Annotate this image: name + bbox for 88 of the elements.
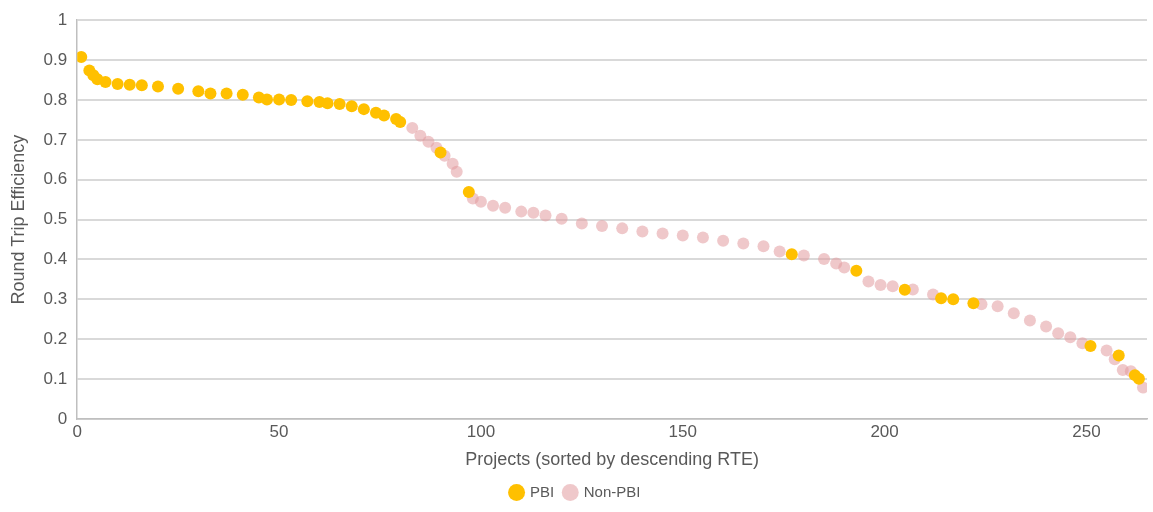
point <box>967 297 980 310</box>
point <box>737 237 750 250</box>
point <box>1100 344 1113 357</box>
point <box>260 93 273 106</box>
point <box>204 87 217 100</box>
point <box>474 195 487 208</box>
y-tick-label: 0.2 <box>43 328 68 348</box>
x-tick-label: 0 <box>72 421 82 441</box>
point <box>676 229 689 242</box>
point <box>575 217 588 230</box>
point <box>874 279 887 291</box>
legend-label: Non-PBI <box>583 482 641 500</box>
point <box>947 293 960 306</box>
y-tick-label: 1 <box>57 9 68 29</box>
point <box>487 199 500 212</box>
point <box>785 248 798 261</box>
y-tick-label: 0 <box>57 408 68 428</box>
point <box>616 222 629 235</box>
point <box>636 225 649 238</box>
y-tick-label: 0.7 <box>43 129 68 149</box>
point <box>717 234 730 247</box>
x-tick-label: 200 <box>870 421 899 441</box>
point <box>333 97 346 110</box>
x-tick-label: 150 <box>668 421 697 441</box>
point <box>1136 381 1147 394</box>
point <box>192 85 205 98</box>
y-tick-label: 0.1 <box>43 368 68 388</box>
point <box>220 87 233 100</box>
point <box>151 80 164 93</box>
point <box>99 76 112 89</box>
point <box>406 121 419 134</box>
point <box>515 205 528 218</box>
point <box>357 103 370 116</box>
point <box>886 280 899 293</box>
point <box>862 275 875 288</box>
y-tick-label: 0.8 <box>43 89 68 109</box>
point <box>1007 307 1020 320</box>
y-tick-label: 0.6 <box>43 169 68 189</box>
point <box>378 109 391 122</box>
point <box>838 261 851 274</box>
point <box>111 78 124 91</box>
x-axis-title: Projects (sorted by descending RTE) <box>465 449 760 470</box>
point <box>773 245 786 258</box>
point <box>818 253 831 266</box>
point <box>539 209 552 222</box>
point <box>757 240 770 253</box>
point <box>935 292 948 305</box>
point <box>450 165 463 178</box>
point <box>414 129 427 142</box>
point <box>394 115 407 128</box>
point <box>1084 340 1097 353</box>
point <box>301 95 314 108</box>
point <box>123 78 136 91</box>
point <box>1112 349 1125 362</box>
x-tick-label: 50 <box>269 421 289 441</box>
legend-label: PBI <box>530 482 555 500</box>
x-tick-label: 250 <box>1072 421 1101 441</box>
point <box>527 206 540 219</box>
point <box>1064 331 1077 344</box>
point <box>1040 320 1053 333</box>
point <box>797 249 810 262</box>
y-tick-label: 0.9 <box>43 49 68 69</box>
point <box>596 219 609 232</box>
point <box>273 93 286 106</box>
point <box>434 146 447 159</box>
y-tick-label: 0.5 <box>43 209 68 229</box>
point <box>172 82 185 95</box>
x-tick-label: 100 <box>466 421 496 441</box>
y-tick-label: 0.3 <box>43 289 68 309</box>
point <box>462 186 475 199</box>
point <box>236 88 249 101</box>
y-tick-label: 0.4 <box>43 249 68 269</box>
y-axis-title: Round Trip Efficiency <box>7 134 28 305</box>
point <box>1023 314 1036 327</box>
point <box>1052 327 1065 340</box>
point <box>1132 372 1145 385</box>
point <box>499 201 512 214</box>
point <box>422 135 435 148</box>
point <box>898 283 911 296</box>
point <box>696 231 709 244</box>
point <box>77 50 88 63</box>
point <box>285 93 298 106</box>
point <box>555 212 568 225</box>
point <box>345 100 358 113</box>
point <box>850 264 863 277</box>
point <box>135 79 148 92</box>
point <box>656 227 669 240</box>
point <box>991 300 1004 313</box>
